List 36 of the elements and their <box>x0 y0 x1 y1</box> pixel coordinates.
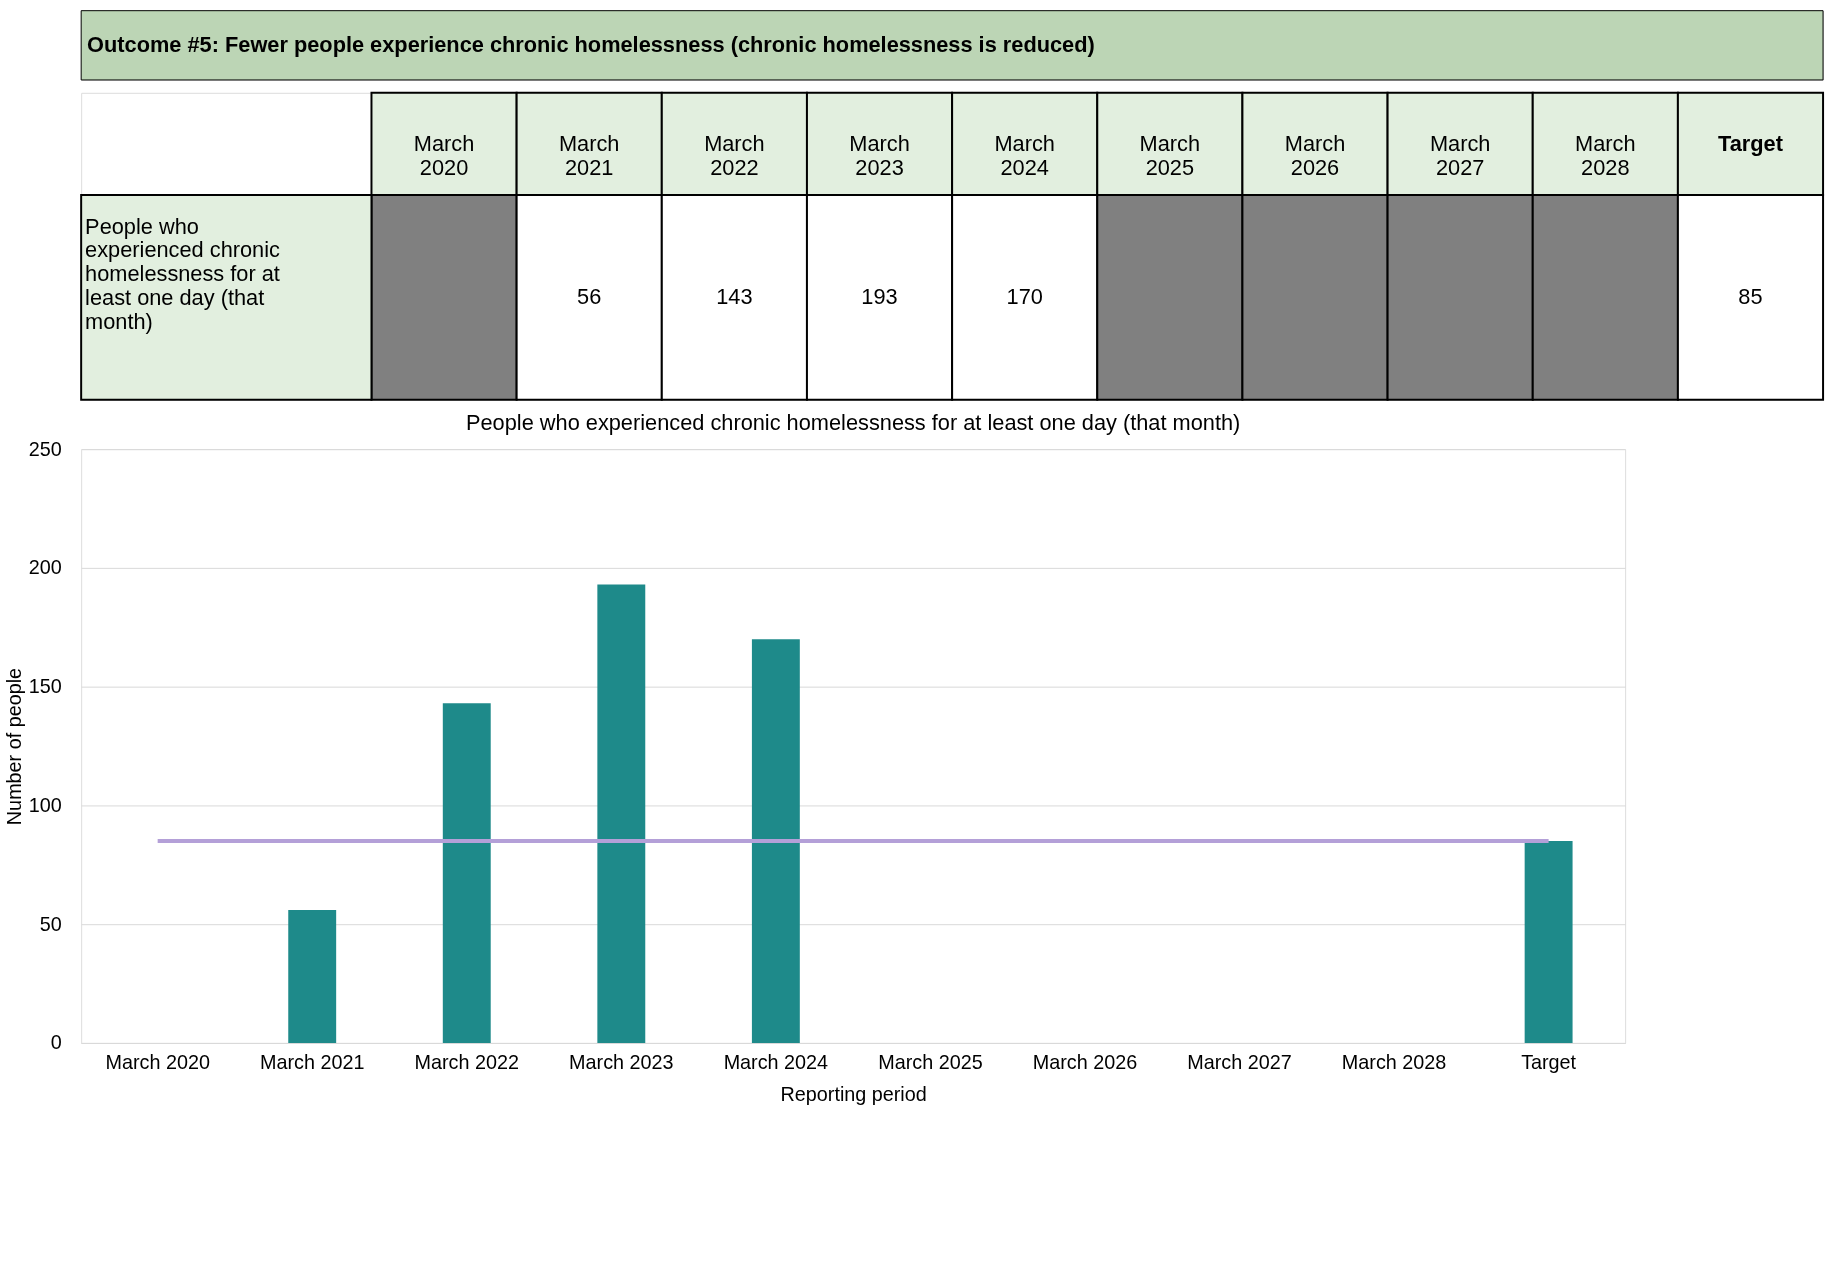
x-tick-label: March 2028 <box>1575 130 1636 180</box>
x-tick-label: Target <box>1521 1051 1577 1074</box>
x-tick-label: March 2022 <box>414 1051 519 1074</box>
x-tick-label: March 2024 <box>994 130 1055 180</box>
y-tick-label: 150 <box>28 675 62 698</box>
chart-title: People who experienced chronic homelessness for at least one day (that month) <box>465 410 1241 436</box>
x-tick-label: March 2020 <box>105 1051 210 1074</box>
x-tick-label: March 2023 <box>849 130 910 180</box>
chart-title: Outcome #5: Fewer people experience chronic homelessness (chronic homelessness is reduced) <box>87 32 1095 58</box>
data-label: 56 <box>577 284 602 310</box>
x-tick-label: March 2028 <box>1341 1051 1447 1074</box>
x-tick-label: March 2027 <box>1187 1051 1292 1074</box>
y-tick-label: 100 <box>28 793 62 816</box>
y-tick-label: People who experienced chronic homelessness for at least one day (that month) <box>85 213 281 334</box>
x-tick-label: March 2027 <box>1429 130 1491 180</box>
y-tick-label: 200 <box>28 556 62 579</box>
x-tick-label: March 2021 <box>558 130 620 180</box>
data-label: 85 <box>1738 284 1763 310</box>
x-tick-label: March 2025 <box>878 1051 983 1074</box>
x-tick-label: March 2024 <box>723 1051 829 1074</box>
y-axis-title: Number of people <box>2 667 25 826</box>
x-tick-label: March 2026 <box>1284 130 1346 180</box>
y-tick-label: 0 <box>50 1031 62 1054</box>
data-label: 170 <box>1006 284 1043 310</box>
y-tick-label: 250 <box>28 437 62 460</box>
x-tick-label: March 2021 <box>259 1051 365 1074</box>
data-label: 193 <box>861 284 898 310</box>
y-tick-label: 50 <box>39 912 62 935</box>
x-tick-label: March 2026 <box>1032 1051 1138 1074</box>
x-tick-label: March 2025 <box>1139 130 1201 180</box>
x-tick-label: March 2020 <box>413 130 475 180</box>
x-axis-title: Reporting period <box>780 1082 927 1105</box>
data-label: 143 <box>716 284 753 310</box>
x-tick-label: Target <box>1718 130 1783 156</box>
x-tick-label: March 2023 <box>569 1051 674 1074</box>
x-tick-label: March 2022 <box>704 130 765 180</box>
